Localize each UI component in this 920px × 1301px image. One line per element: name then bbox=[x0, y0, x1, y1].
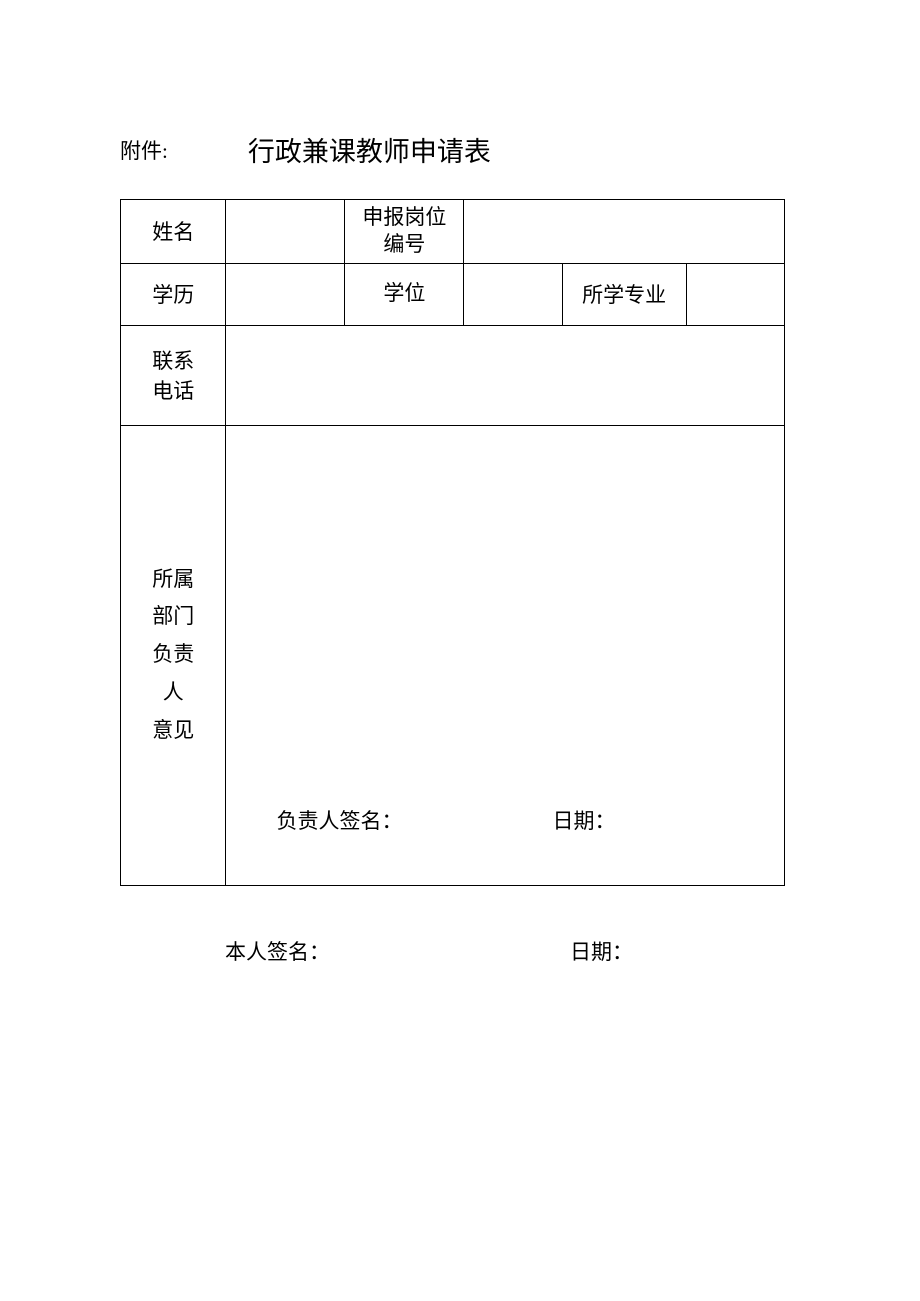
label-dept-opinion: 所属部门负责人意见 bbox=[121, 425, 226, 885]
footer-signature-row: 本人签名： 日期： bbox=[120, 936, 800, 966]
application-form-table: 姓名 申报岗位编号 学历 学位 所学专业 联系电话 所属部门负责人意见 负责人签… bbox=[120, 199, 785, 886]
label-position-no: 申报岗位编号 bbox=[345, 200, 464, 264]
label-self-sig: 本人签名： bbox=[225, 936, 330, 966]
label-supervisor-sig: 负责人签名： bbox=[276, 805, 402, 835]
label-major: 所学专业 bbox=[562, 263, 686, 325]
value-dept-opinion: 负责人签名： 日期： bbox=[226, 425, 785, 885]
value-major bbox=[686, 263, 784, 325]
value-education bbox=[226, 263, 345, 325]
label-degree: 学位 bbox=[345, 263, 464, 325]
label-education: 学历 bbox=[121, 263, 226, 325]
value-position-no bbox=[464, 200, 785, 264]
label-date-inner: 日期： bbox=[552, 805, 615, 835]
value-name bbox=[226, 200, 345, 264]
attachment-label: 附件: bbox=[120, 135, 168, 165]
label-phone: 联系电话 bbox=[121, 325, 226, 425]
value-phone bbox=[226, 325, 785, 425]
header-row: 附件: 行政兼课教师申请表 bbox=[120, 130, 800, 169]
table-row: 联系电话 bbox=[121, 325, 785, 425]
label-name: 姓名 bbox=[121, 200, 226, 264]
value-degree bbox=[464, 263, 562, 325]
table-row: 所属部门负责人意见 负责人签名： 日期： bbox=[121, 425, 785, 885]
form-title: 行政兼课教师申请表 bbox=[248, 130, 491, 169]
label-date-outer: 日期： bbox=[570, 936, 633, 966]
table-row: 姓名 申报岗位编号 bbox=[121, 200, 785, 264]
table-row: 学历 学位 所学专业 bbox=[121, 263, 785, 325]
